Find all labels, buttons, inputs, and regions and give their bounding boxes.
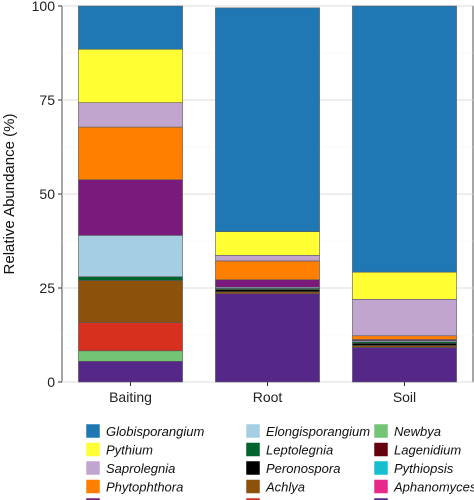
- legend-item-thraustotheca: Thraustotheca: [245, 497, 349, 500]
- legend-label: Elongisporangium: [266, 424, 370, 439]
- legend-swatch: [373, 479, 389, 494]
- legend-item-elongisporangium: Elongisporangium: [245, 423, 370, 439]
- legend-label: Thraustotheca: [266, 498, 349, 500]
- bar-segment-root-saprolegnia: [215, 254, 320, 262]
- bar-segment-baiting-thraustotheca: [78, 322, 183, 352]
- legend-label: Aphanomyces: [393, 480, 474, 495]
- y-tick-label: 100: [32, 0, 56, 14]
- legend-swatch: [373, 423, 389, 439]
- y-tick-label: 50: [39, 186, 55, 202]
- bar-segment-root-phytophthora: [215, 260, 320, 281]
- x-tick-label-soil: Soil: [393, 389, 416, 405]
- legend-item-pythium: Pythium: [85, 442, 153, 458]
- legend-swatch: [245, 423, 261, 439]
- legend-swatch: [245, 442, 261, 457]
- legend-swatch: [85, 423, 101, 439]
- legend-item-achlya: Achlya: [245, 479, 305, 495]
- legend-swatch: [85, 497, 101, 500]
- legend-swatch: [245, 460, 261, 476]
- legend-item-phytopythium: Phytopythium: [85, 497, 185, 500]
- legend-item-leptolegnia: Leptolegnia: [245, 442, 333, 458]
- legend-item-newbya: Newbya: [373, 423, 441, 439]
- y-tick-label: 0: [47, 374, 55, 390]
- legend-item-other: Other: [373, 497, 427, 500]
- bars: [78, 5, 457, 383]
- bar-segment-soil-saprolegnia: [352, 298, 457, 337]
- y-tick-label: 75: [39, 92, 55, 108]
- legend-swatch: [373, 497, 389, 500]
- bar-segment-baiting-newbya: [78, 350, 183, 362]
- legend-label: Achlya: [265, 480, 305, 495]
- bar-segment-soil-globisporangium: [352, 5, 457, 273]
- bar-segment-soil-peronospora: [352, 342, 457, 346]
- bar-segment-root-other: [215, 293, 320, 383]
- legend-swatch: [245, 479, 261, 494]
- legend-label: Phytopythium: [106, 498, 185, 500]
- legend-item-pythiopsis: Pythiopsis: [373, 460, 454, 476]
- bar-segment-root-pythium: [215, 231, 320, 256]
- legend-swatch: [373, 460, 389, 476]
- legend-label: Pythium: [106, 443, 153, 458]
- bar-segment-baiting-pythium: [78, 48, 183, 103]
- y-axis-title: Relative Abundance (%): [1, 114, 18, 275]
- legend-item-phytophthora: Phytophthora: [85, 479, 183, 495]
- bar-segment-root-peronospora: [215, 289, 320, 293]
- bar-segment-root-globisporangium: [215, 7, 320, 232]
- legend-item-saprolegnia: Saprolegnia: [85, 460, 175, 476]
- y-tick-label: 25: [39, 280, 55, 296]
- legend-label: Pythiopsis: [394, 461, 454, 476]
- legend-item-globisporangium: Globisporangium: [85, 423, 204, 439]
- legend-label: Globisporangium: [106, 424, 204, 439]
- legend-item-aphanomyces: Aphanomyces: [373, 479, 474, 495]
- bar-segment-baiting-achlya: [78, 280, 183, 323]
- bar-segment-soil-other: [352, 347, 457, 383]
- bar-segment-soil-pythium: [352, 271, 457, 300]
- legend-swatch: [85, 460, 101, 476]
- legend-label: Other: [394, 498, 427, 500]
- legend-label: Newbya: [394, 424, 441, 439]
- bar-segment-soil-phytophthora: [352, 335, 457, 340]
- bar-segment-baiting-leptolegnia: [78, 276, 183, 281]
- bar-segment-baiting-globisporangium: [78, 5, 183, 50]
- legend-label: Phytophthora: [106, 480, 183, 495]
- x-tick-label-baiting: Baiting: [109, 389, 152, 405]
- legend-swatch: [85, 442, 101, 457]
- bar-segment-baiting-elongisporangium: [78, 235, 183, 278]
- legend-label: Lagenidium: [394, 443, 461, 458]
- legend: Globisporangium Pythium Saprolegnia Phytoph…: [85, 423, 474, 500]
- bar-segment-baiting-saprolegnia: [78, 102, 183, 128]
- legend-swatch: [85, 479, 101, 494]
- legend-item-lagenidium: Lagenidium: [373, 442, 461, 458]
- legend-item-peronospora: Peronospora: [245, 460, 340, 476]
- legend-label: Peronospora: [266, 461, 340, 476]
- bar-segment-baiting-other: [78, 361, 183, 383]
- legend-swatch: [245, 497, 261, 500]
- x-tick-label-root: Root: [253, 389, 283, 405]
- bar-segment-baiting-phytopythium: [78, 179, 183, 236]
- bar-segment-root-phytopythium: [215, 279, 320, 288]
- legend-label: Leptolegnia: [266, 443, 333, 458]
- bar-segment-baiting-phytophthora: [78, 126, 183, 181]
- axes: 0 25 50 75 100 Baiting Root Soil: [32, 0, 417, 405]
- legend-label: Saprolegnia: [106, 461, 175, 476]
- legend-swatch: [373, 442, 389, 457]
